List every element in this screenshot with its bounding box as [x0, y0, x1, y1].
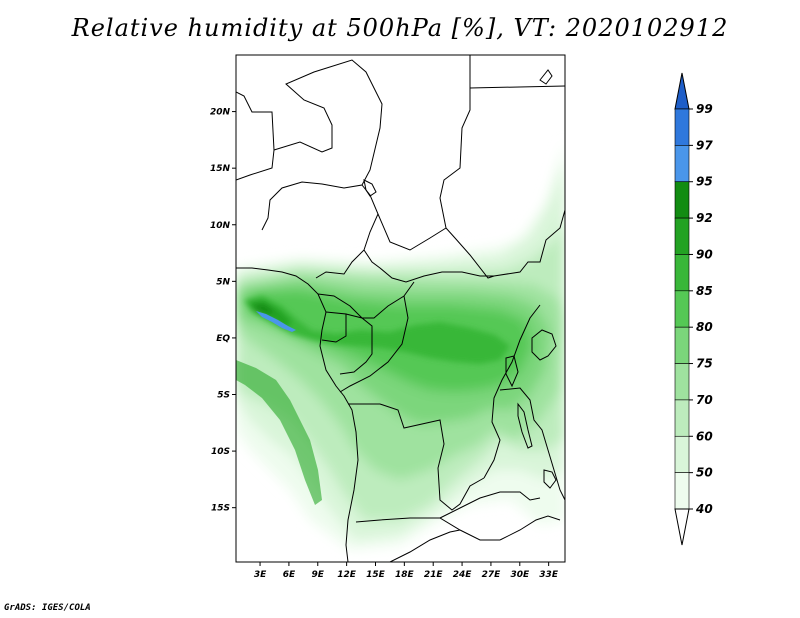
humidity-92-95-region	[252, 304, 274, 316]
lon-label: 33E	[539, 570, 559, 580]
colorbar-label: 95	[696, 175, 713, 189]
lat-label: EQ	[216, 334, 230, 344]
lon-label: 21E	[424, 570, 444, 580]
longitude-axis: 3E 6E 9E 12E 15E 18E 21E 24E 27E 30E 33E	[254, 562, 559, 580]
colorbar-swatch	[674, 290, 690, 328]
lon-label: 24E	[453, 570, 473, 580]
lon-label: 9E	[312, 570, 325, 580]
lat-label: 5S	[217, 391, 230, 401]
colorbar-label: 85	[696, 284, 713, 298]
lat-label: 20N	[210, 108, 231, 118]
colorbar-swatch	[674, 181, 690, 219]
colorbar-swatch	[674, 472, 690, 510]
colorbar-label: 80	[696, 320, 713, 334]
colorbar-label: 99	[696, 102, 713, 116]
colorbar-label: 60	[696, 429, 713, 443]
colorbar-swatch	[674, 217, 690, 255]
country-borders	[236, 55, 565, 562]
colorbar-label: 40	[695, 502, 713, 516]
lat-label: 10S	[211, 447, 230, 457]
grads-credit: GrADS: IGES/COLA	[4, 603, 91, 613]
humidity-85-90-region	[244, 296, 510, 364]
humidity-95-97-patch	[256, 311, 296, 332]
coastline	[236, 267, 359, 562]
colorbar-label: 97	[696, 138, 713, 152]
lon-label: 6E	[283, 570, 296, 580]
lat-label: 10N	[210, 221, 231, 231]
colorbar-label: 90	[696, 247, 713, 261]
humidity-field	[236, 140, 565, 550]
colorbar-label: 70	[696, 393, 713, 407]
colorbar: 99 97 95 92 90 85 80 75 70 60 50 40	[674, 72, 713, 546]
lon-label: 18E	[395, 570, 415, 580]
lon-label: 15E	[366, 570, 386, 580]
lat-label: 5N	[216, 277, 230, 287]
colorbar-label: 92	[696, 211, 713, 225]
colorbar-label: 50	[696, 466, 713, 480]
colorbar-swatch	[674, 326, 690, 364]
colorbar-swatch	[674, 108, 690, 146]
colorbar-swatch	[674, 254, 690, 292]
map-frame	[235, 54, 566, 563]
lat-label: 15N	[210, 164, 231, 174]
colorbar-label: 75	[696, 357, 713, 371]
lon-label: 3E	[254, 570, 267, 580]
lon-label: 12E	[337, 570, 357, 580]
lon-label: 27E	[482, 570, 502, 580]
colorbar-swatch	[674, 435, 690, 473]
map-title: Relative humidity at 500hPa [%], VT: 202…	[71, 14, 729, 42]
lat-label: 15S	[211, 504, 230, 514]
colorbar-swatch	[674, 145, 690, 183]
colorbar-arrow-bottom	[674, 508, 690, 546]
latitude-axis: 20N 15N 10N 5N EQ 5S 10S 15S	[210, 108, 236, 514]
humidity-shading-dark	[244, 296, 510, 364]
colorbar-swatch	[674, 399, 690, 437]
colorbar-swatch	[674, 363, 690, 401]
humidity-dense-streak	[236, 360, 322, 505]
lon-label: 30E	[510, 570, 530, 580]
colorbar-arrow-top	[674, 72, 690, 110]
